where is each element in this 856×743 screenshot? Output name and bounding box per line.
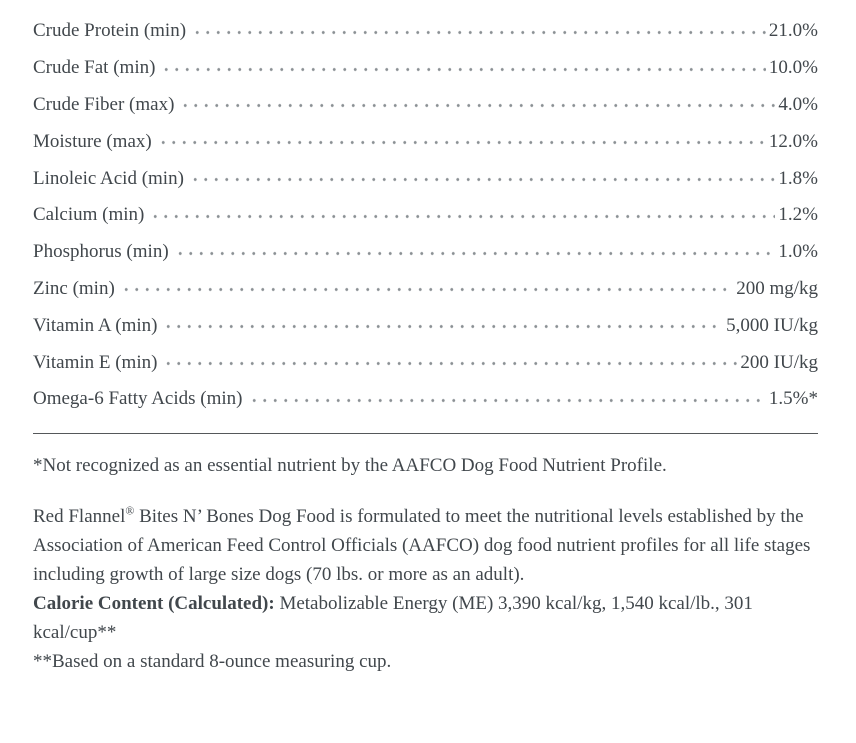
dot-leader	[248, 389, 766, 409]
nutrient-label: Phosphorus (min)	[33, 241, 169, 263]
dot-leader	[174, 242, 776, 262]
calorie-content-line: Calorie Content (Calculated): Metaboliza…	[33, 589, 818, 647]
analysis-row: Vitamin A (min) 5,000 IU/kg	[33, 307, 818, 344]
footnote-aafco-asterisk: *Not recognized as an essential nutrient…	[33, 454, 667, 476]
dot-leader	[192, 21, 766, 41]
nutrient-label: Zinc (min)	[33, 277, 115, 299]
aafco-statement-body: Bites N’ Bones Dog Food is formulated to…	[33, 505, 811, 585]
nutrient-label: Crude Fat (min)	[33, 57, 156, 79]
analysis-row: Moisture (max) 12.0%	[33, 123, 818, 160]
nutrient-value: 200 IU/kg	[740, 351, 818, 373]
nutrient-label: Moisture (max)	[33, 130, 152, 152]
nutrient-value: 12.0%	[768, 130, 818, 152]
nutrient-value: 10.0%	[768, 57, 818, 79]
nutrient-value: 5,000 IU/kg	[726, 314, 818, 336]
nutrient-label: Calcium (min)	[33, 204, 145, 226]
dot-leader	[150, 205, 776, 225]
calorie-content-label: Calorie Content (Calculated):	[33, 592, 275, 614]
nutrient-value: 200 mg/kg	[736, 277, 818, 299]
dot-leader	[163, 316, 724, 336]
calorie-content-value: Metabolizable Energy (ME) 3,390 kcal/kg,…	[33, 592, 753, 643]
analysis-row: Crude Fiber (max) 4.0%	[33, 87, 818, 124]
nutrient-value: 1.2%	[778, 204, 818, 226]
aafco-statement: Red Flannel® Bites N’ Bones Dog Food is …	[33, 502, 818, 589]
section-divider	[33, 432, 818, 434]
analysis-row: Vitamin E (min) 200 IU/kg	[33, 344, 818, 381]
analysis-row: Linoleic Acid (min) 1.8%	[33, 160, 818, 197]
nutrient-value: 1.0%	[778, 241, 818, 263]
analysis-row: Omega-6 Fatty Acids (min) 1.5%*	[33, 381, 818, 418]
guaranteed-analysis-table: Crude Protein (min) 21.0% Crude Fat (min…	[33, 13, 818, 418]
measuring-cup-footnote: **Based on a standard 8-ounce measuring …	[33, 650, 392, 672]
nutrient-label: Crude Protein (min)	[33, 20, 187, 42]
analysis-row: Crude Fat (min) 10.0%	[33, 50, 818, 87]
nutrient-label: Omega-6 Fatty Acids (min)	[33, 388, 243, 410]
nutrient-label: Vitamin E (min)	[33, 351, 158, 373]
dot-leader	[180, 95, 776, 115]
analysis-row: Zinc (min) 200 mg/kg	[33, 271, 818, 308]
dot-leader	[120, 279, 734, 299]
dot-leader	[163, 353, 738, 373]
nutrient-label: Vitamin A (min)	[33, 314, 158, 336]
registered-trademark-symbol: ®	[125, 504, 135, 518]
dot-leader	[157, 132, 766, 152]
guaranteed-analysis-section: Crude Protein (min) 21.0% Crude Fat (min…	[33, 13, 818, 672]
analysis-row: Calcium (min) 1.2%	[33, 197, 818, 234]
analysis-row: Crude Protein (min) 21.0%	[33, 13, 818, 50]
analysis-row: Phosphorus (min) 1.0%	[33, 234, 818, 271]
dot-leader	[189, 169, 776, 189]
brand-name: Red Flannel	[33, 505, 126, 527]
nutrient-value: 1.5%*	[768, 388, 818, 410]
dot-leader	[161, 58, 766, 78]
nutrient-value: 4.0%	[778, 93, 818, 115]
nutrient-label: Crude Fiber (max)	[33, 93, 175, 115]
nutrient-value: 21.0%	[768, 20, 818, 42]
nutrient-label: Linoleic Acid (min)	[33, 167, 184, 189]
nutrient-value: 1.8%	[778, 167, 818, 189]
